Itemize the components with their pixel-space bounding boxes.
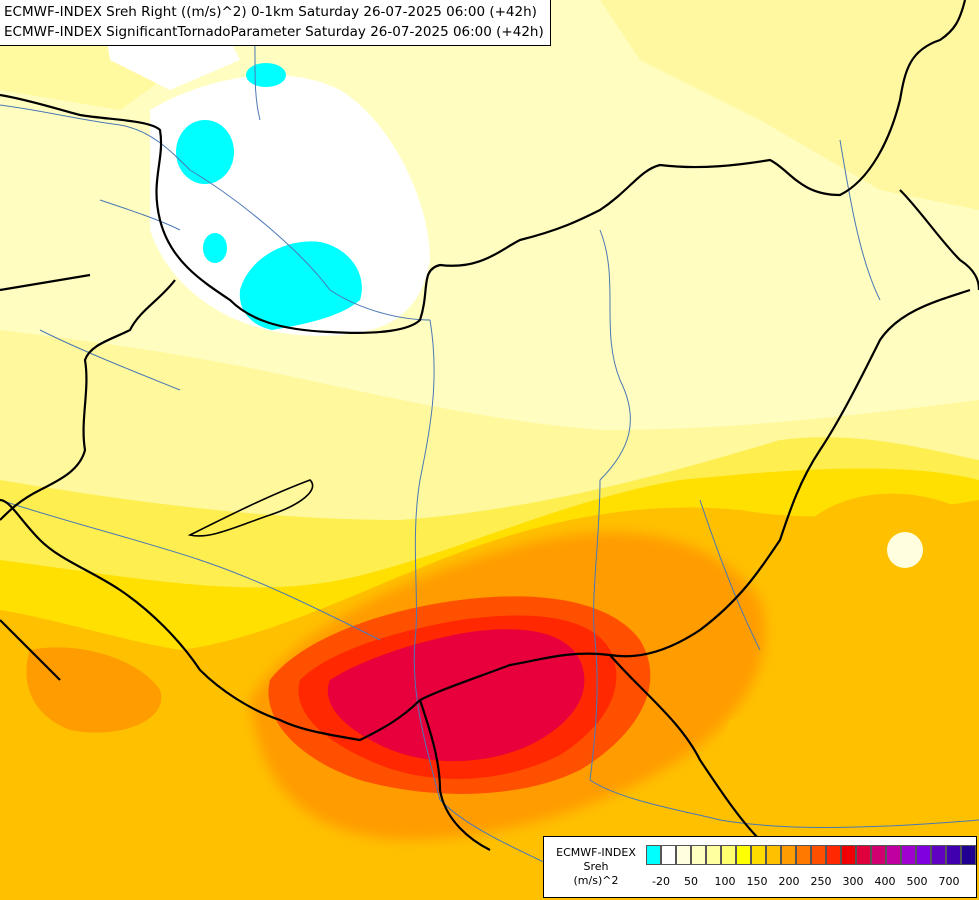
- negative-sreh-patch: [203, 233, 227, 263]
- negative-sreh-patch: [176, 120, 234, 184]
- legend-swatch: [841, 845, 856, 865]
- legend-tick-label: 300: [842, 875, 864, 888]
- legend-tick-label: -20: [652, 875, 670, 888]
- color-legend: ECMWF-INDEX Sreh (m/s)^2 -20 50 100 150 200 2…: [543, 836, 977, 898]
- legend-swatch: [931, 845, 946, 865]
- legend-tick-label: 700: [938, 875, 960, 888]
- lake-balaton: [187, 479, 314, 537]
- legend-tick-label: 500: [906, 875, 928, 888]
- legend-swatch: [781, 845, 796, 865]
- legend-swatch: [856, 845, 871, 865]
- legend-swatch: [751, 845, 766, 865]
- legend-swatch: [706, 845, 721, 865]
- legend-swatch: [796, 845, 811, 865]
- legend-title-param: Sreh: [583, 860, 609, 873]
- legend-tick-label: 400: [874, 875, 896, 888]
- legend-swatch: [721, 845, 736, 865]
- legend-swatch: [961, 845, 976, 865]
- legend-tick-label: 250: [810, 875, 832, 888]
- legend-swatch: [826, 845, 841, 865]
- negative-sreh-patch: [246, 63, 286, 87]
- legend-tick-label: 100: [714, 875, 736, 888]
- title-line-sreh: ECMWF-INDEX Sreh Right ((m/s)^2) 0-1km S…: [4, 4, 537, 20]
- legend-swatch: [646, 845, 661, 865]
- legend-swatch: [871, 845, 886, 865]
- negative-sreh-patch: [239, 241, 362, 330]
- map-title: ECMWF-INDEX Sreh Right ((m/s)^2) 0-1km S…: [0, 0, 551, 46]
- legend-swatch: [916, 845, 931, 865]
- legend-title: ECMWF-INDEX Sreh (m/s)^2: [548, 846, 644, 888]
- legend-swatch: [766, 845, 781, 865]
- legend-swatch: [901, 845, 916, 865]
- legend-tick-label: 150: [746, 875, 768, 888]
- legend-tick-label: 50: [684, 875, 698, 888]
- legend-title-unit: (m/s)^2: [573, 874, 619, 887]
- title-line-stp: ECMWF-INDEX SignificantTornadoParameter …: [4, 24, 544, 40]
- legend-swatch: [691, 845, 706, 865]
- legend-swatch: [886, 845, 901, 865]
- legend-tick-label: 200: [778, 875, 800, 888]
- legend-swatch: [736, 845, 751, 865]
- legend-swatch: [811, 845, 826, 865]
- country-borders: [0, 0, 979, 851]
- legend-title-model: ECMWF-INDEX: [556, 846, 636, 859]
- legend-swatch: [676, 845, 691, 865]
- legend-swatch: [946, 845, 961, 865]
- legend-swatch: [661, 845, 676, 865]
